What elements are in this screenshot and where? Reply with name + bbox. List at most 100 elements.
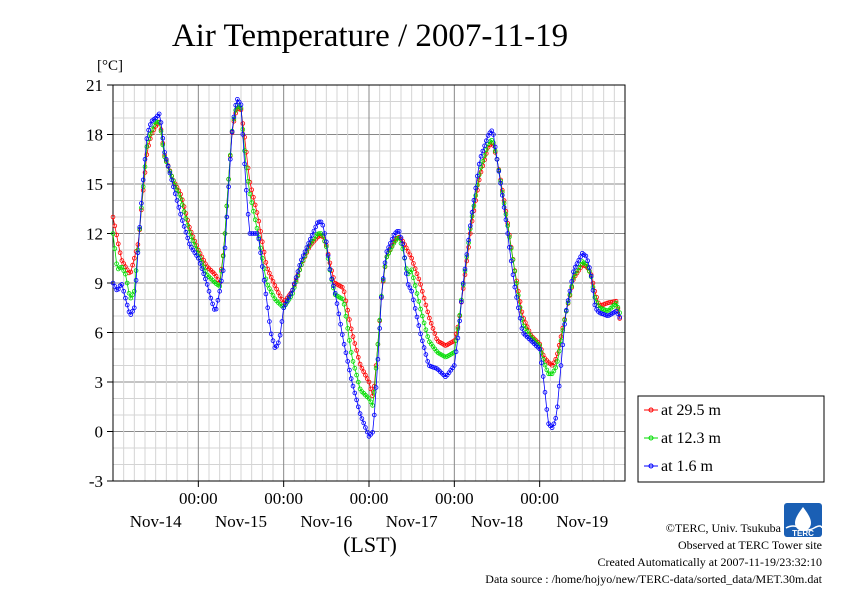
data-point [286,295,292,300]
data-point [277,293,283,299]
data-point [432,331,438,336]
legend-marker-12-3m [648,435,654,441]
data-point [366,379,372,385]
data-point [574,261,580,266]
y-tick-label: 15 [86,175,103,194]
data-point [288,291,294,297]
data-point [259,255,265,261]
data-point [112,223,118,229]
data-point [357,411,363,416]
data-point [382,260,388,266]
data-point [123,271,128,277]
data-point [259,264,265,269]
data-point [128,295,134,301]
data-point [556,383,562,389]
data-point [329,276,335,282]
data-point [409,267,415,273]
data-point [558,363,564,368]
data-point [427,315,432,321]
data-point [320,222,326,228]
data-point [363,425,368,430]
y-tick-label: 18 [86,126,103,145]
data-point [519,326,525,331]
tick-labels: -3 0 3 6 9 12 15 18 21 00:00 00:00 00:00 00:00 00:00 N… [86,76,608,531]
data-point [515,305,521,311]
data-point [370,429,375,435]
data-point [476,177,482,183]
data-point [567,288,573,294]
data-point [268,274,274,280]
data-point [251,195,256,200]
data-point [507,234,512,240]
data-point [226,184,231,190]
data-point [144,152,150,157]
data-point [238,102,244,108]
chart-title: Air Temperature / 2007-11-19 [172,18,568,54]
data-point [505,223,511,229]
data-point [455,335,461,341]
data-point [142,164,148,170]
data-point [505,231,511,236]
data-point [421,320,427,326]
legend-label-12-3m: at 12.3 m [661,430,722,447]
y-tick-label: 3 [95,373,104,392]
legend-item-1-6m: at 1.6 m [644,458,714,475]
data-point [213,306,219,312]
data-point [343,298,349,304]
data-point [560,342,566,348]
data-point [480,159,486,164]
series-at-1-6-m [110,97,622,439]
x-day-label: Nov-17 [386,512,438,531]
data-point [267,286,272,291]
data-point [327,260,333,266]
data-point [517,315,523,321]
data-point [354,348,359,353]
data-point [347,317,352,322]
data-point [254,226,260,231]
data-point [473,193,479,198]
data-point [363,372,368,378]
data-point [249,200,255,205]
data-point [537,346,542,352]
data-point [355,354,361,360]
data-point [364,429,370,435]
data-point [517,299,523,304]
data-point [361,420,367,426]
x-tick-time-label: 00:00 [435,489,474,508]
data-point [133,268,139,273]
data-point [359,365,365,371]
data-point [409,255,415,261]
data-point [590,288,596,293]
data-point [331,283,336,289]
data-point [299,257,304,263]
data-point [283,301,288,307]
data-point [583,253,589,259]
data-point [476,161,482,167]
x-day-label: Nov-16 [300,512,352,531]
wave-icon [785,525,823,531]
terc-logo-text: TERC [792,529,814,538]
data-point [398,235,404,240]
x-day-label: Nov-19 [556,512,608,531]
data-point [412,283,418,288]
data-point [180,218,185,223]
data-point [291,281,297,287]
y-tick-label: 9 [95,274,104,293]
data-point [588,273,594,279]
data-point [428,320,434,326]
data-point [334,301,340,306]
data-point [192,242,198,248]
data-point [473,185,479,191]
data-point [563,307,569,313]
data-point [137,225,143,230]
data-point [407,285,413,291]
data-point [555,359,560,364]
data-point [297,262,303,268]
data-point [341,301,347,307]
data-point [453,349,459,355]
data-point [416,299,422,304]
data-point [142,157,148,162]
data-point [592,302,598,308]
data-point [112,284,118,289]
